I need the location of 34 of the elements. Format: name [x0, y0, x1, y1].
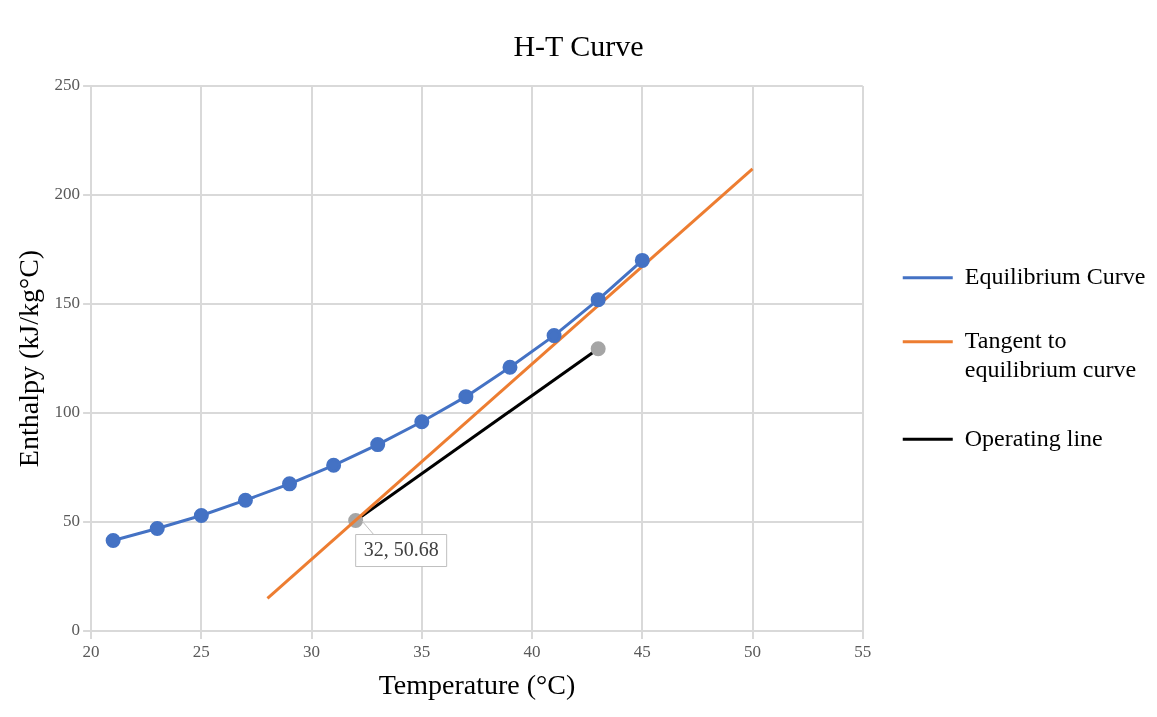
- point: [149, 521, 165, 537]
- point: [546, 328, 562, 344]
- legend-label: Operating line: [964, 424, 1103, 451]
- point: [502, 359, 518, 375]
- x-tick-label: 25: [192, 641, 210, 661]
- legend-label: Equilibrium Curve: [964, 263, 1146, 289]
- point: [237, 492, 253, 508]
- x-tick-label: 50: [744, 641, 762, 661]
- point: [458, 389, 474, 405]
- y-tick-label: 50: [63, 511, 81, 531]
- y-axis-title: Enthalpy (kJ/kg°C): [13, 249, 45, 468]
- y-tick-label: 250: [54, 75, 81, 95]
- x-tick-label: 40: [523, 641, 541, 661]
- legend-label: Tangent to equilibrium curve: [964, 327, 1137, 382]
- annotation: 32, 50.68: [363, 537, 439, 560]
- y-tick-label: 100: [54, 402, 81, 422]
- point: [414, 414, 430, 430]
- x-tick-label: 30: [303, 641, 321, 661]
- point: [282, 476, 298, 492]
- point: [326, 457, 342, 473]
- point: [634, 252, 650, 268]
- point: [590, 292, 606, 308]
- x-tick-label: 20: [82, 641, 100, 661]
- y-tick-label: 150: [54, 293, 81, 313]
- chart-title: H-T Curve: [513, 28, 644, 62]
- point: [193, 507, 209, 523]
- point: [105, 533, 121, 549]
- y-tick-label: 200: [54, 184, 81, 204]
- x-axis-title: Temperature (°C): [378, 668, 576, 700]
- x-tick-label: 35: [413, 641, 431, 661]
- point: [370, 437, 386, 453]
- x-tick-label: 55: [854, 641, 872, 661]
- y-tick-label: 0: [71, 620, 81, 640]
- x-tick-label: 45: [633, 641, 651, 661]
